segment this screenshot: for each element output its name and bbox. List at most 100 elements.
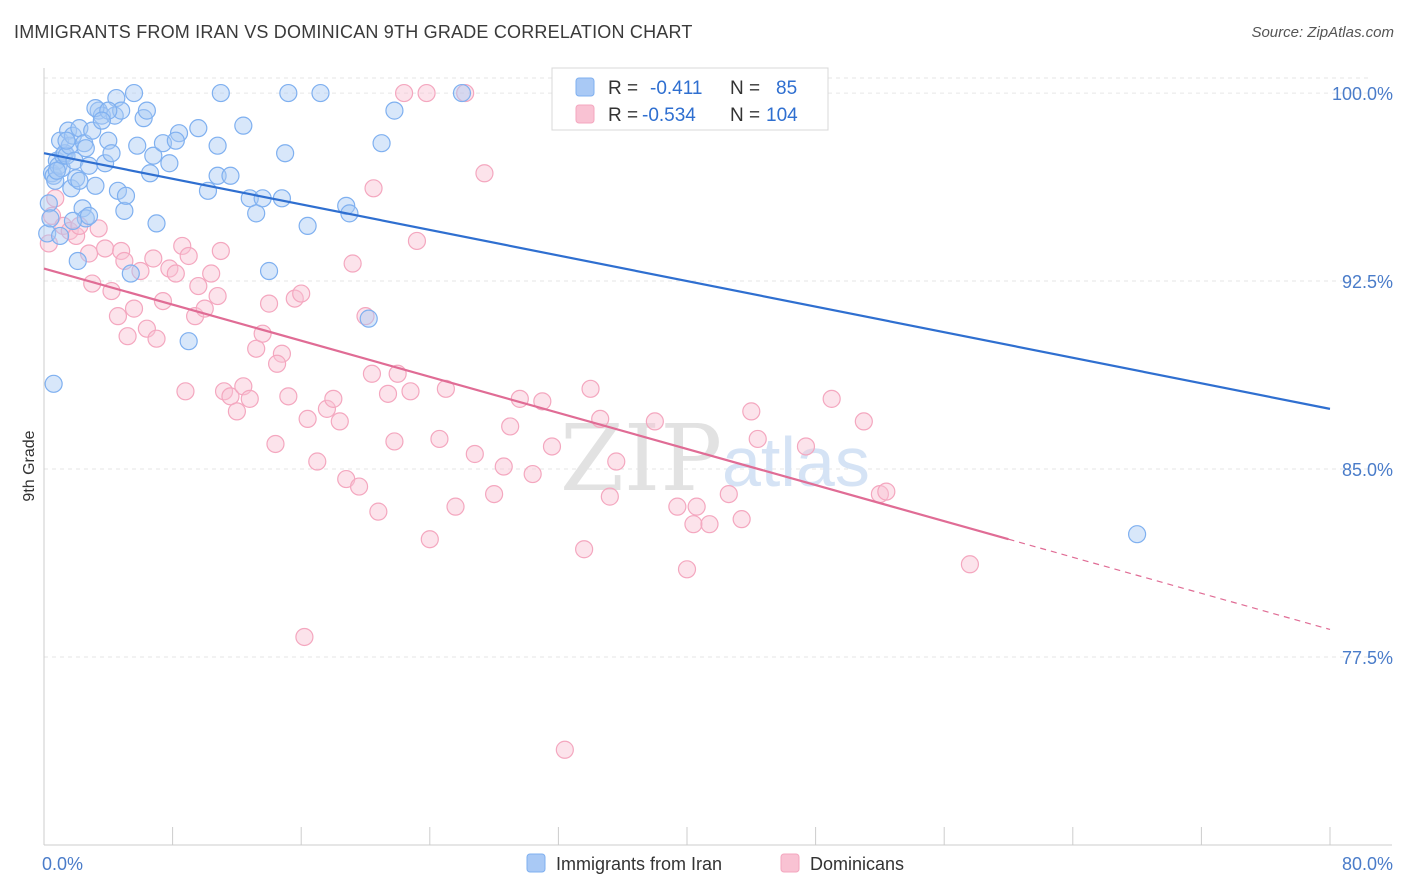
legend-swatch-dominicans bbox=[575, 104, 595, 124]
y-tick-label: 85.0% bbox=[1342, 460, 1393, 480]
dominican-point bbox=[266, 434, 285, 454]
dominican-point bbox=[394, 83, 414, 103]
dominican-point bbox=[295, 627, 314, 647]
dominican-point bbox=[208, 286, 227, 306]
iran-point bbox=[73, 199, 92, 218]
y-tick-label: 92.5% bbox=[1342, 272, 1393, 292]
dominican-point bbox=[542, 437, 562, 456]
dominican-point bbox=[118, 327, 137, 346]
iran-point bbox=[221, 166, 240, 185]
y-tick-label: 77.5% bbox=[1342, 648, 1393, 668]
dominican-point bbox=[668, 497, 687, 516]
dominican-point bbox=[687, 497, 706, 516]
legend-r-label-dominicans: R = bbox=[608, 105, 638, 126]
iran-point bbox=[211, 83, 230, 103]
dominican-point bbox=[356, 307, 375, 326]
iran-point bbox=[208, 166, 227, 185]
dominican-point bbox=[176, 382, 195, 401]
legend-r-value-dominicans: -0.534 bbox=[642, 105, 696, 126]
iran-point bbox=[311, 83, 330, 103]
dominican-point bbox=[378, 384, 398, 403]
iran-point bbox=[68, 251, 87, 271]
dominican-point bbox=[533, 392, 552, 411]
iran-point bbox=[41, 209, 60, 228]
dominican-point bbox=[822, 389, 841, 408]
iran-point bbox=[359, 309, 378, 328]
dominican-point bbox=[166, 264, 185, 283]
dominican-point bbox=[719, 484, 738, 504]
iran-point bbox=[57, 131, 76, 150]
dominican-point bbox=[124, 299, 144, 318]
iran-point bbox=[189, 119, 208, 138]
iran-point bbox=[86, 176, 105, 195]
dominican-point bbox=[465, 444, 484, 464]
dominican-point bbox=[523, 464, 542, 484]
bottom-legend-swatch-iran bbox=[526, 853, 546, 873]
iran-point bbox=[1127, 525, 1147, 544]
dominican-point bbox=[748, 429, 767, 449]
iran-point bbox=[452, 83, 472, 103]
watermark-atlas: atlas bbox=[722, 423, 870, 501]
x-tick-label: 0.0% bbox=[42, 854, 83, 874]
bottom-legend: Immigrants from Iran Dominicans bbox=[526, 853, 904, 874]
legend-n-label-iran: N = bbox=[730, 78, 760, 99]
iran-point bbox=[76, 139, 95, 158]
dominican-point bbox=[446, 497, 465, 516]
dominican-point bbox=[494, 457, 513, 476]
axes bbox=[43, 68, 1392, 846]
dominican-point bbox=[854, 412, 873, 431]
chart-title: IMMIGRANTS FROM IRAN VS DOMINICAN 9TH GR… bbox=[14, 22, 693, 42]
iran-point bbox=[144, 146, 163, 165]
dominican-point bbox=[292, 284, 311, 303]
dominican-point bbox=[227, 402, 246, 421]
dominican-point bbox=[362, 364, 382, 383]
iran-point bbox=[298, 216, 317, 236]
iran-point bbox=[79, 206, 99, 225]
bottom-legend-label-dominicans: Dominicans bbox=[810, 854, 904, 874]
iran-point bbox=[279, 83, 298, 103]
dominican-point bbox=[475, 164, 494, 183]
dominican-point bbox=[645, 412, 664, 431]
dominican-point bbox=[385, 432, 404, 451]
dominican-point bbox=[298, 409, 317, 429]
x-tick-labels: 0.0% 80.0% bbox=[42, 854, 1393, 874]
iran-trend-line bbox=[43, 152, 1331, 410]
dominican-point bbox=[108, 307, 128, 326]
y-tick-label: 100.0% bbox=[1332, 84, 1393, 104]
dominican-point bbox=[600, 487, 619, 506]
dominican-point bbox=[67, 226, 86, 246]
iran-point bbox=[276, 144, 295, 163]
legend-n-value-dominicans: 104 bbox=[766, 105, 798, 126]
stats-legend: R = -0.411 N = 85 R = -0.534 N = 104 bbox=[551, 67, 829, 131]
dominican-point bbox=[420, 530, 439, 549]
watermark: ZIP atlas bbox=[560, 405, 870, 512]
legend-n-value-iran: 85 bbox=[776, 78, 797, 99]
iran-point bbox=[63, 211, 83, 230]
trend-lines bbox=[43, 152, 1331, 631]
dominican-point bbox=[430, 429, 449, 449]
dominican-point bbox=[317, 399, 337, 418]
iran-point bbox=[44, 374, 63, 393]
dominican-point bbox=[401, 382, 420, 401]
dominican-point bbox=[877, 482, 896, 501]
dominican-point bbox=[179, 246, 198, 266]
dominican-point bbox=[796, 437, 816, 456]
bottom-legend-label-iran: Immigrants from Iran bbox=[556, 854, 722, 874]
dominican-point bbox=[89, 219, 108, 238]
dominican-point bbox=[485, 484, 504, 504]
iran-point bbox=[385, 101, 404, 120]
dominican-point bbox=[732, 510, 751, 529]
iran-point bbox=[372, 134, 391, 153]
dominican-point bbox=[330, 412, 349, 431]
grid-lines bbox=[44, 77, 1370, 658]
dominican-point bbox=[369, 502, 388, 521]
dominican-point bbox=[742, 402, 761, 421]
iran-point bbox=[92, 111, 111, 130]
dominican-point bbox=[960, 555, 980, 574]
dominican-point bbox=[607, 452, 626, 471]
iran-point bbox=[121, 264, 140, 283]
watermark-zip: ZIP bbox=[560, 405, 722, 512]
dominican-point bbox=[112, 241, 131, 261]
dominican-point bbox=[211, 241, 230, 261]
dominican-point bbox=[267, 354, 287, 373]
